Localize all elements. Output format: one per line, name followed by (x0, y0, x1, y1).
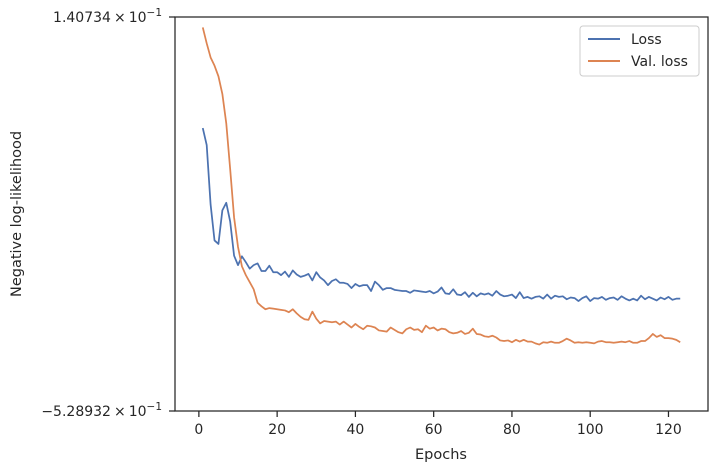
legend: Loss Val. loss (579, 25, 700, 77)
series-line-loss (201, 127, 681, 302)
series-lines-layer (201, 27, 681, 346)
x-tick-label: 0 (194, 422, 203, 438)
plot-frame (174, 16, 709, 412)
y-tick-label-top: 1.40734 × 10−1 (53, 7, 162, 26)
legend-label-val-loss: Val. loss (631, 54, 688, 70)
x-tick-label: 80 (503, 422, 521, 438)
x-ticks: 0 20 40 60 80 100 120 (194, 411, 682, 438)
series-line-val-loss (201, 27, 681, 346)
y-axis-label: Negative log-likelihood (9, 131, 25, 297)
y-tick-label-bottom: −5.28932 × 10−1 (41, 401, 162, 420)
legend-label-loss: Loss (631, 32, 662, 48)
x-tick-label: 120 (655, 422, 682, 438)
x-tick-label: 100 (577, 422, 604, 438)
x-axis-label: Epochs (415, 447, 467, 463)
x-tick-label: 20 (268, 422, 286, 438)
x-tick-label: 60 (425, 422, 443, 438)
x-tick-label: 40 (346, 422, 364, 438)
